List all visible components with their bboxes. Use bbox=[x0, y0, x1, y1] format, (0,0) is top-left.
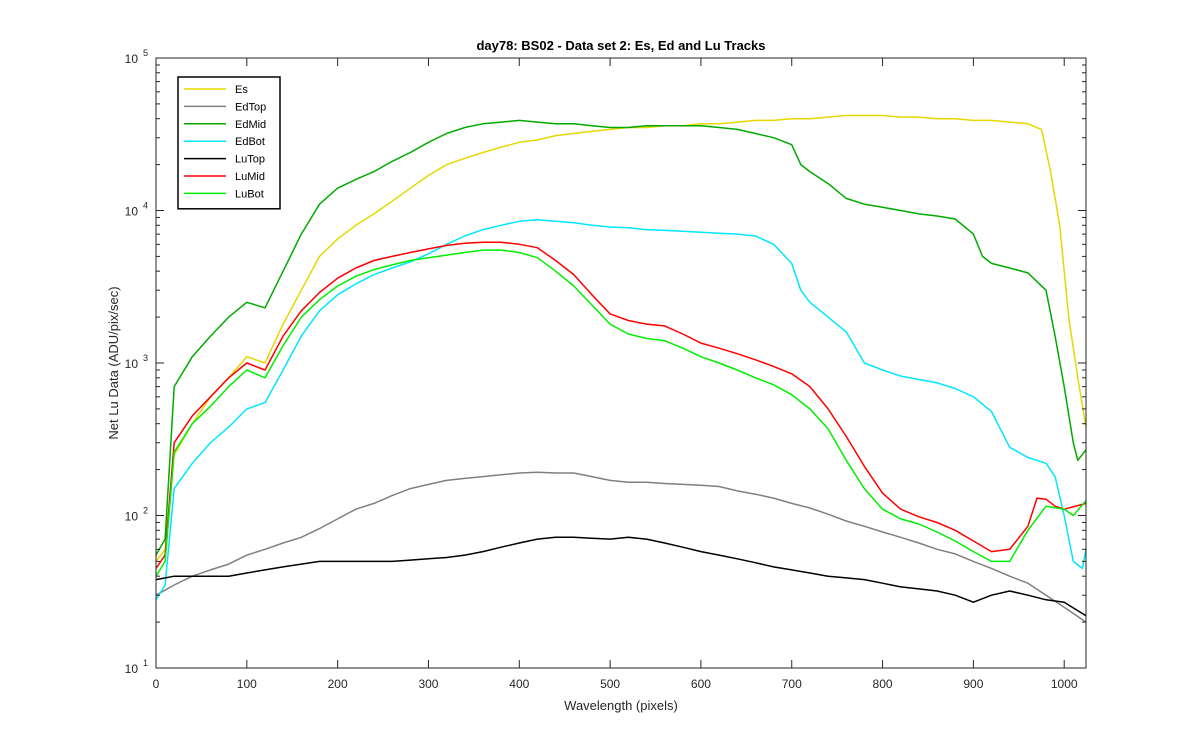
y-tick-label: 10 bbox=[125, 52, 139, 66]
y-tick-exponent: 4 bbox=[143, 201, 148, 211]
series-line-lutop bbox=[155, 536, 1087, 617]
x-tick-label: 0 bbox=[153, 677, 160, 691]
series-line-edtop bbox=[155, 471, 1087, 623]
x-tick-label: 900 bbox=[963, 677, 983, 691]
x-tick-label: 700 bbox=[782, 677, 802, 691]
y-tick-label: 10 bbox=[125, 662, 139, 676]
y-tick-exponent: 1 bbox=[143, 658, 148, 668]
legend-label-lutop: LuTop bbox=[235, 154, 265, 166]
y-tick-label: 10 bbox=[125, 510, 139, 524]
y-tick-base: 10 bbox=[125, 205, 139, 219]
legend-label-edbot: EdBot bbox=[235, 136, 265, 148]
y-tick-base: 10 bbox=[125, 510, 139, 524]
legend: Es EdTop EdMid EdBot LuTop LuMid LuBot bbox=[177, 76, 281, 210]
y-tick-base: 10 bbox=[125, 52, 139, 66]
x-axis-label: Wavelength (pixels) bbox=[564, 698, 678, 713]
y-tick-exponent: 2 bbox=[143, 506, 148, 516]
series-line-es bbox=[155, 114, 1087, 562]
y-axis-label: Net Lu Data (ADU/pix/sec) bbox=[106, 286, 121, 439]
y-tick-exponent: 5 bbox=[143, 48, 148, 58]
x-tick-label: 800 bbox=[873, 677, 893, 691]
x-tick-label: 1000 bbox=[1051, 677, 1078, 691]
x-tick-label: 100 bbox=[237, 677, 257, 691]
series-line-lubot bbox=[155, 249, 1087, 577]
series-layer bbox=[155, 114, 1087, 623]
x-tick-label: 300 bbox=[418, 677, 438, 691]
chart-title: day78: BS02 - Data set 2: Es, Ed and Lu … bbox=[476, 38, 765, 53]
legend-label-es: Es bbox=[235, 84, 248, 96]
y-tick-base: 10 bbox=[125, 357, 139, 371]
x-tick-label: 200 bbox=[328, 677, 348, 691]
legend-label-edtop: EdTop bbox=[235, 101, 266, 113]
y-tick-label: 10 bbox=[125, 205, 139, 219]
ticks-layer: 0 100 200 300 400 500 600 700 800 900 1000 10 1 10 2 10… bbox=[125, 48, 1086, 691]
series-line-edmid bbox=[155, 119, 1087, 556]
series-line-edbot bbox=[155, 218, 1087, 601]
x-tick-label: 600 bbox=[691, 677, 711, 691]
legend-box bbox=[177, 76, 281, 210]
plot-area bbox=[156, 58, 1086, 668]
y-tick-label: 10 bbox=[125, 357, 139, 371]
legend-label-lubot: LuBot bbox=[235, 188, 264, 200]
legend-label-edmid: EdMid bbox=[235, 119, 266, 131]
x-tick-label: 400 bbox=[509, 677, 529, 691]
legend-label-lumid: LuMid bbox=[235, 171, 265, 183]
series-line-lumid bbox=[155, 241, 1087, 569]
y-tick-base: 10 bbox=[125, 662, 139, 676]
x-tick-label: 500 bbox=[600, 677, 620, 691]
y-tick-exponent: 3 bbox=[143, 353, 148, 363]
